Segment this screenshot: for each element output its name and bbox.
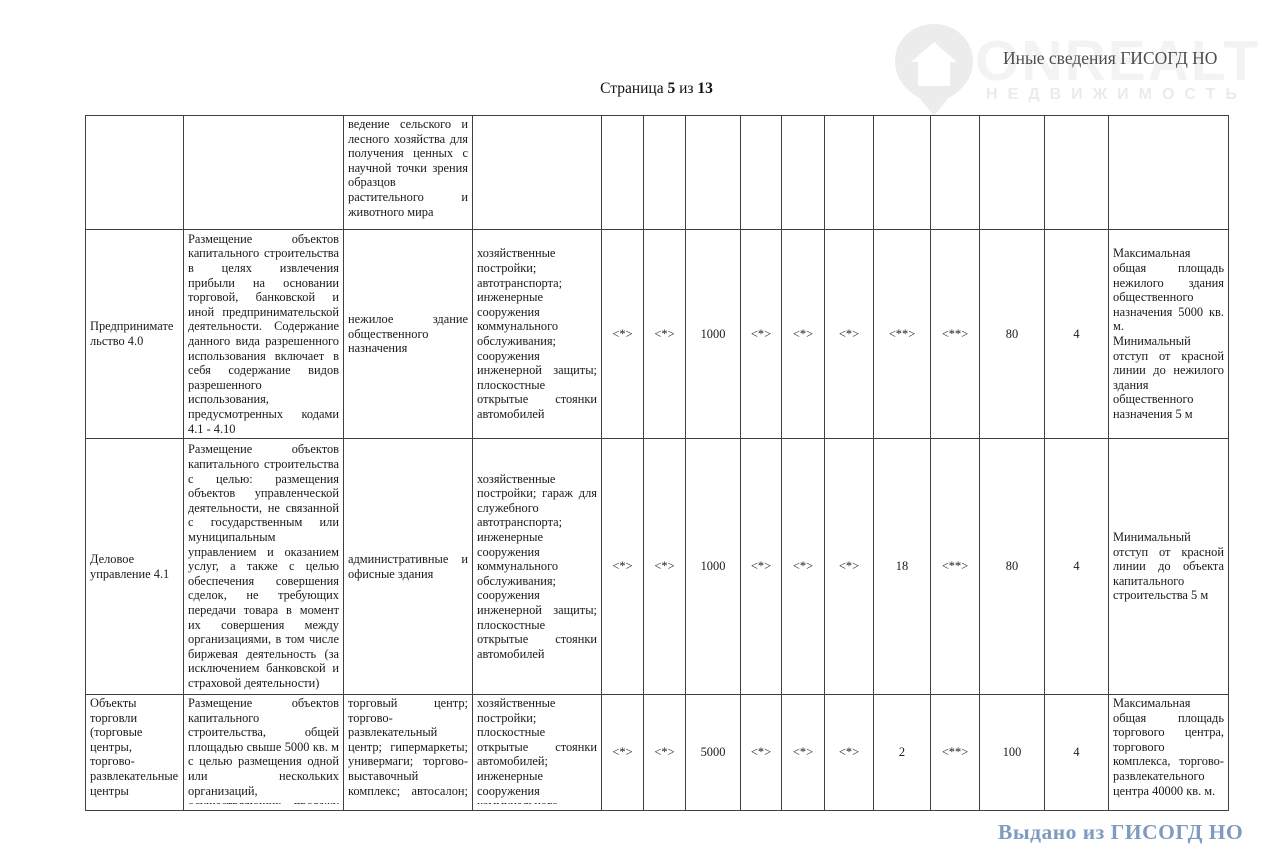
table-cell: 80 [979,229,1045,439]
onrealt-logo-icon [893,22,975,123]
table-cell: <**> [930,694,980,811]
table-cell [1108,115,1229,230]
table-cell: <*> [740,694,782,811]
table-cell: Минимальный отступ от красной линии до о… [1108,438,1229,695]
issued-stamp: Выдано из ГИСОГД НО [998,820,1244,844]
table-cell: 4 [1044,229,1109,439]
page-label-separator: из [679,80,694,97]
table-cell: <*> [781,229,825,439]
table-cell: 80 [979,438,1045,695]
table-cell: 1000 [685,229,741,439]
table-cell: <**> [930,229,980,439]
table-cell: Предпринимательство 4.0 [85,229,184,439]
table-cell: Максимальная общая площадь торгового цен… [1108,694,1229,811]
table-cell [183,115,344,230]
table-row: Деловое управление 4.1 Размещение объект… [85,438,1229,695]
table-cell [781,115,825,230]
table-row: Предпринимательство 4.0 Размещение объек… [85,229,1229,439]
table-cell: <*> [601,438,644,695]
table-cell: 1000 [685,438,741,695]
table-cell [930,115,980,230]
table-cell: хозяйственные постройки; плоскостные отк… [472,694,602,811]
table-cell: Максимальная общая площадь нежилого здан… [1108,229,1229,439]
table-cell [685,115,741,230]
table-cell: Размещение объектов капитального строите… [183,694,344,811]
table-cell: <**> [930,438,980,695]
table-cell: хозяйственные постройки; автотранспорта;… [472,229,602,439]
page-title: Страница 5 из 13 [85,80,1228,98]
table-cell [85,115,184,230]
table-cell: 5000 [685,694,741,811]
table-cell: административные и офисные здания [343,438,473,695]
table-cell: торговый центр; торгово-развлекательный … [343,694,473,811]
table-cell: Объекты торговли (торговые центры, торго… [85,694,184,811]
table-cell: <*> [781,438,825,695]
table-cell: хозяйственные постройки; гараж для служе… [472,438,602,695]
table-cell: <*> [601,694,644,811]
table-cell: <*> [601,229,644,439]
table-cell: Деловое управление 4.1 [85,438,184,695]
table-cell: <*> [781,694,825,811]
page-number: 5 [667,80,676,97]
table-cell [740,115,782,230]
page-label-prefix: Страница [600,80,664,97]
table-cell: ведение сельского и лесного хозяйства дл… [343,115,473,230]
table-cell: 4 [1044,694,1109,811]
table-cell: нежилое здание общественного назначения [343,229,473,439]
table-cell: <*> [824,438,874,695]
table-cell [472,115,602,230]
info-note: Иные сведения ГИСОГД НО [1003,48,1218,68]
table-cell [979,115,1045,230]
table-row: Объекты торговли (торговые центры, торго… [85,694,1229,811]
table-cell: Размещение объектов капитального строите… [183,229,344,439]
table-cell: Размещение объектов капитального строите… [183,438,344,695]
table-cell: <*> [824,229,874,439]
table-cell [601,115,644,230]
table-cell: <*> [824,694,874,811]
table-cell [824,115,874,230]
land-use-regulations-table: ведение сельского и лесного хозяйства дл… [85,115,1229,811]
table-cell [1044,115,1109,230]
table-cell: <*> [643,438,686,695]
table-cell: <*> [643,229,686,439]
table-cell: 4 [1044,438,1109,695]
table-cell: <**> [873,229,931,439]
table-cell: 100 [979,694,1045,811]
onrealt-watermark-text: ONREALT [975,29,1261,93]
table-cell [873,115,931,230]
page-total: 13 [697,80,713,97]
table-row: ведение сельского и лесного хозяйства дл… [85,115,1229,230]
table-cell: <*> [740,229,782,439]
table-cell [643,115,686,230]
table-cell: <*> [643,694,686,811]
table-cell: 2 [873,694,931,811]
table-cell: <*> [740,438,782,695]
table-cell: 18 [873,438,931,695]
onrealt-watermark-subtext: НЕДВИЖИМОСТЬ [986,86,1247,103]
